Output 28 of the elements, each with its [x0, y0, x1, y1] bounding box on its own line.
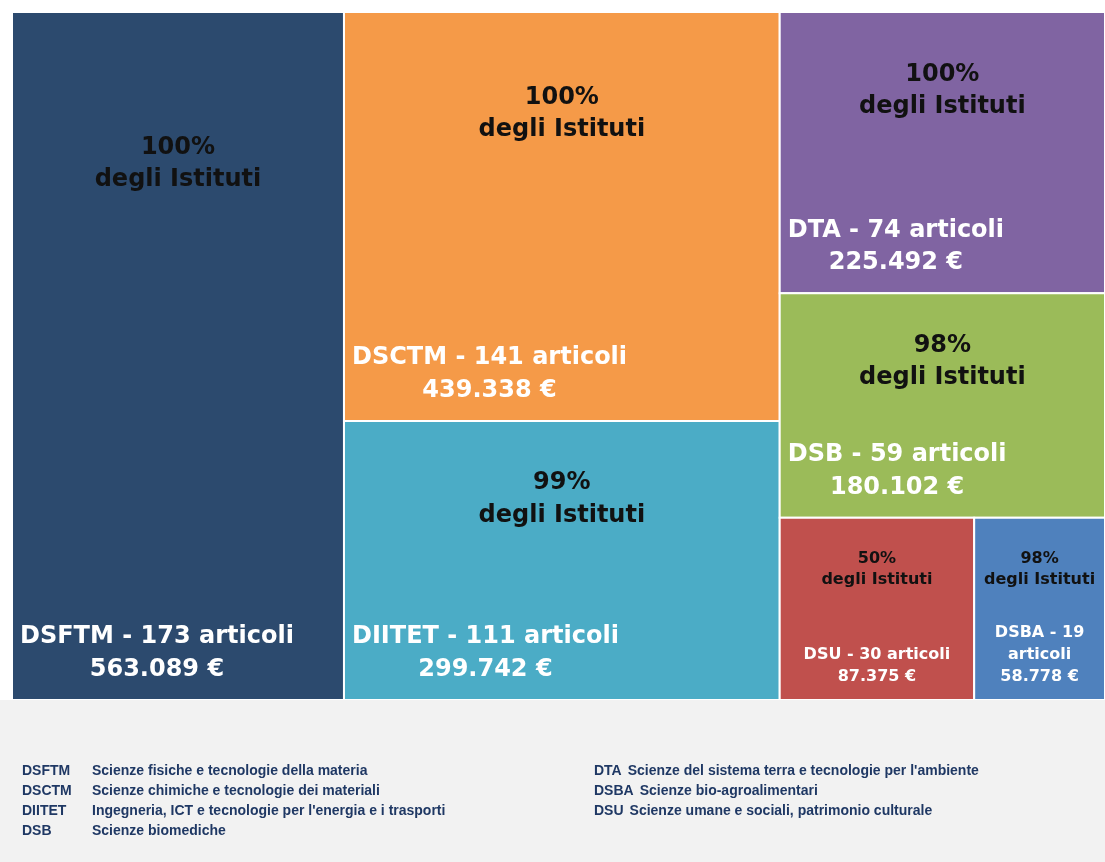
text: DSU Scienze umane e sociali, patrimonio culturale [594, 802, 933, 818]
text: 98% degli Istituti [859, 329, 1026, 391]
category-label: DSU - 30 articoli [803, 643, 951, 663]
category-label: DSB - 59 articoli [787, 439, 1007, 468]
text: DSB Scienze biomediche [22, 822, 226, 838]
category-label: DTA - 74 articoli [787, 214, 1005, 243]
data-label: 225.492 € [828, 247, 964, 276]
category-label: DIITET - 111 articoli [351, 621, 619, 650]
text: DSCTM Scienze chimiche e tecnologie dei materiali [22, 782, 380, 798]
text: DIITET Ingegneria, ICT e tecnologie per l'energia e i trasporti [22, 802, 446, 818]
category-label: DSCTM - 141 articoli [351, 342, 628, 371]
text: DSBA Scienze bio-agroalimentari [594, 782, 818, 798]
category-label: DSFTM - 173 articoli [19, 621, 294, 650]
category-label: DSBA - 19 articoli [994, 622, 1085, 663]
text: 100% degli Istituti [859, 58, 1026, 120]
text: 98% degli Istituti [984, 547, 1096, 589]
text: 100% degli Istituti [478, 81, 646, 143]
text: DSFTM Scienze fisiche e tecnologie della materia [22, 762, 368, 778]
data-label: 439.338 € [422, 374, 557, 403]
text: 50% degli Istituti [821, 547, 933, 589]
text: 99% degli Istituti [478, 467, 646, 528]
text: DTA Scienze del sistema terra e tecnologie per l'ambiente [594, 762, 979, 778]
data-label: 87.375 € [837, 665, 917, 685]
data-label: 563.089 € [89, 653, 225, 682]
data-label: 180.102 € [829, 471, 965, 500]
data-label: 299.742 € [418, 653, 553, 682]
data-label: 58.778 € [1000, 665, 1079, 685]
text: 100% degli Istituti [94, 132, 262, 193]
